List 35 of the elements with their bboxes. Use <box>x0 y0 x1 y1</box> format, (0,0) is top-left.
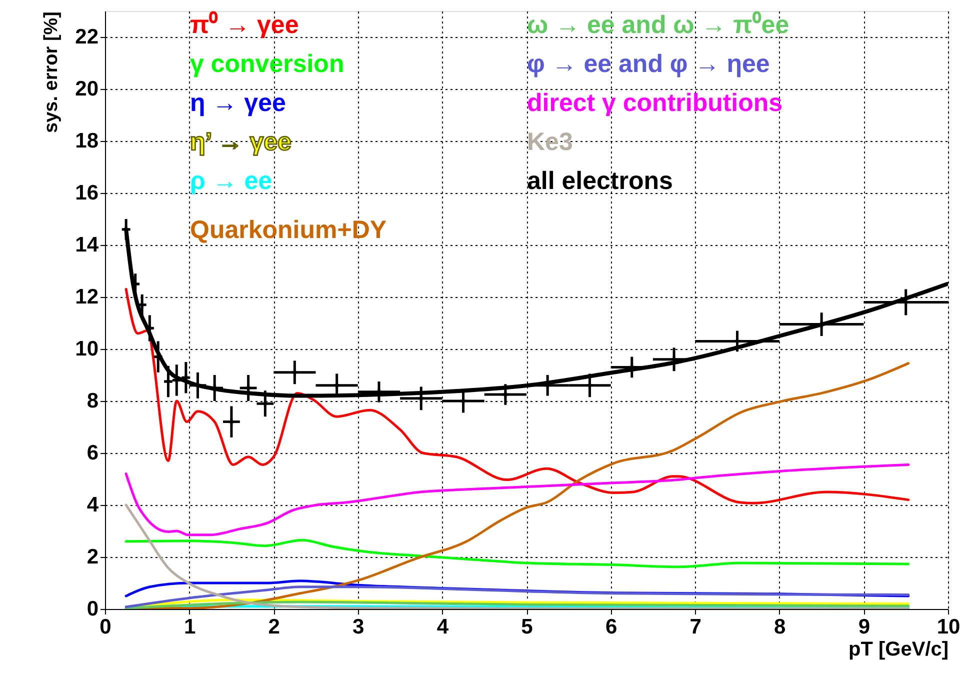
y-tick-label: 20 <box>75 78 98 100</box>
text: Ke3 <box>527 128 573 156</box>
text: η → γee <box>190 89 286 117</box>
x-tick-label: 2 <box>268 616 280 638</box>
text: Quarkonium+DY <box>190 216 387 244</box>
text: ω → ee and ω → π⁰ee <box>527 11 790 39</box>
x-tick-label: 3 <box>352 616 364 638</box>
x-tick-label: 1 <box>184 616 196 638</box>
y-tick-label: 12 <box>75 286 98 308</box>
text: η’ → γee <box>190 128 292 156</box>
x-tick-label: 5 <box>521 616 534 638</box>
x-axis-title: pT [GeV/c] <box>848 638 948 660</box>
text: all electrons <box>527 167 673 195</box>
text: direct γ contributions <box>527 89 783 117</box>
x-tick-label: 4 <box>436 616 449 638</box>
y-tick-label: 10 <box>75 338 98 360</box>
y-tick-label: 18 <box>75 130 99 152</box>
x-tick-label: 10 <box>936 616 960 638</box>
text: φ → ee and φ → ηee <box>527 50 770 78</box>
y-tick-label: 0 <box>86 598 98 620</box>
y-axis-title: sys. error [%] <box>41 12 62 133</box>
y-tick-label: 8 <box>86 390 99 412</box>
y-tick-label: 14 <box>75 234 99 256</box>
y-tick-label: 4 <box>86 494 99 516</box>
y-tick-label: 16 <box>75 182 98 204</box>
text: ρ → ee <box>190 167 272 195</box>
y-tick-label: 2 <box>86 546 98 568</box>
y-tick-label: 22 <box>75 26 98 48</box>
x-tick-label: 6 <box>605 616 618 638</box>
x-tick-label: 9 <box>858 616 870 638</box>
text: γ conversion <box>190 50 344 78</box>
y-tick-label: 6 <box>86 442 98 464</box>
x-tick-label: 7 <box>690 616 702 638</box>
x-tick-label: 8 <box>774 616 786 638</box>
text: π⁰ → γee <box>190 11 299 39</box>
